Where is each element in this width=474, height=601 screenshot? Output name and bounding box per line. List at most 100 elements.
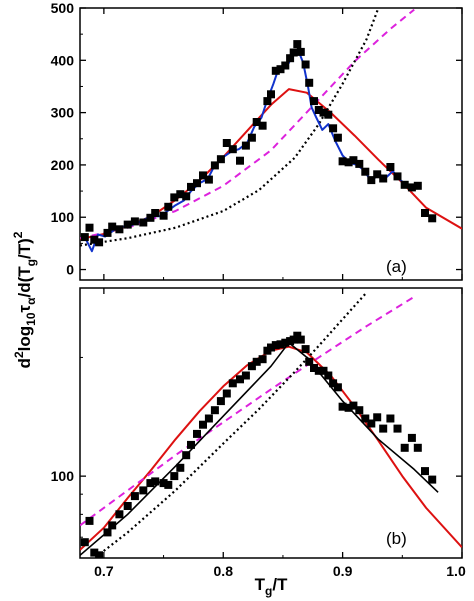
data-point bbox=[228, 145, 237, 154]
data-point bbox=[252, 357, 261, 366]
x-tick-label: 0.8 bbox=[214, 563, 234, 579]
data-point bbox=[216, 397, 225, 406]
y-tick-label: 100 bbox=[51, 468, 75, 484]
y-tick-label: 300 bbox=[51, 105, 75, 121]
data-point bbox=[108, 521, 117, 530]
panel-b-label: (b) bbox=[386, 529, 407, 548]
data-point bbox=[130, 492, 139, 501]
data-point bbox=[367, 176, 376, 185]
data-point bbox=[421, 467, 429, 476]
data-point bbox=[228, 379, 237, 388]
data-point bbox=[293, 40, 302, 49]
data-point bbox=[263, 97, 272, 106]
data-point bbox=[271, 341, 280, 350]
panel-b-frame bbox=[79, 287, 463, 559]
data-point bbox=[355, 159, 364, 168]
y-tick-label: 400 bbox=[51, 52, 75, 68]
data-point bbox=[413, 443, 422, 452]
data-point bbox=[247, 133, 256, 142]
series-line-dashed-magenta bbox=[80, 295, 415, 527]
data-point bbox=[216, 155, 225, 164]
data-point bbox=[344, 403, 353, 412]
data-point bbox=[182, 451, 191, 460]
data-point bbox=[361, 167, 370, 176]
data-point bbox=[199, 420, 207, 429]
data-point bbox=[355, 406, 364, 415]
data-point bbox=[373, 170, 382, 179]
data-point bbox=[333, 133, 342, 142]
xlabel-part-rest: /T bbox=[272, 575, 288, 594]
data-point bbox=[115, 510, 124, 519]
data-point bbox=[170, 472, 179, 481]
data-point bbox=[393, 172, 402, 181]
data-point bbox=[187, 440, 195, 449]
data-point bbox=[400, 443, 409, 452]
data-point bbox=[236, 156, 244, 165]
panel-a-plot-area bbox=[80, 8, 462, 253]
data-point bbox=[373, 413, 382, 422]
data-point bbox=[182, 192, 191, 201]
data-point bbox=[319, 108, 328, 117]
ylabel-part-div: /d(T bbox=[15, 266, 34, 298]
panel-a-frame bbox=[79, 7, 463, 281]
data-point bbox=[241, 141, 250, 150]
data-point bbox=[407, 183, 416, 192]
data-point bbox=[276, 65, 285, 74]
data-point bbox=[252, 118, 261, 126]
data-point bbox=[159, 479, 168, 488]
ylabel-part-sub2: α bbox=[24, 297, 38, 305]
xlabel-part-T: T bbox=[255, 575, 266, 594]
data-point bbox=[338, 402, 347, 411]
data-point bbox=[80, 538, 89, 547]
data-point bbox=[258, 355, 267, 364]
xlabel-part-sub: g bbox=[265, 584, 272, 598]
data-point bbox=[386, 414, 395, 423]
data-point bbox=[90, 548, 99, 557]
data-point bbox=[271, 66, 280, 75]
data-point bbox=[267, 90, 275, 99]
data-point bbox=[281, 338, 290, 347]
data-point bbox=[310, 97, 318, 106]
data-point bbox=[400, 180, 409, 189]
data-point bbox=[90, 235, 99, 244]
data-point bbox=[103, 528, 112, 537]
data-point bbox=[170, 193, 179, 202]
ylabel-part-tau: τ bbox=[15, 305, 34, 313]
data-point bbox=[301, 60, 310, 69]
data-point bbox=[428, 475, 437, 484]
y-tick-label: 0 bbox=[66, 262, 74, 278]
data-point bbox=[324, 110, 333, 119]
data-point bbox=[204, 175, 213, 184]
ylabel-part-paren: /T) bbox=[15, 238, 34, 259]
data-point bbox=[159, 211, 168, 220]
data-point bbox=[310, 364, 318, 372]
x-tick-label: 1.0 bbox=[446, 563, 466, 579]
data-point bbox=[329, 124, 338, 133]
data-point bbox=[407, 433, 416, 442]
data-point bbox=[139, 486, 148, 495]
data-point bbox=[276, 340, 285, 349]
data-point bbox=[289, 48, 298, 57]
data-point bbox=[361, 414, 370, 423]
data-point bbox=[115, 225, 124, 234]
ylabel-part-sub3: g bbox=[24, 259, 38, 266]
ylabel-part-d: d bbox=[15, 358, 34, 368]
data-point bbox=[103, 228, 112, 237]
data-point bbox=[210, 406, 219, 415]
data-point bbox=[95, 551, 104, 558]
data-point bbox=[338, 157, 347, 166]
data-point bbox=[324, 371, 333, 380]
data-point bbox=[85, 223, 94, 232]
data-point bbox=[236, 375, 244, 384]
data-point bbox=[301, 345, 310, 354]
data-point bbox=[193, 179, 201, 188]
ylabel-part-sub1: 10 bbox=[24, 312, 38, 326]
ylabel-part-sup1: 2 bbox=[12, 351, 26, 358]
data-point bbox=[421, 209, 429, 217]
data-point bbox=[344, 158, 353, 167]
data-point bbox=[319, 366, 328, 375]
data-point bbox=[428, 214, 437, 223]
data-point bbox=[314, 366, 323, 375]
data-point bbox=[210, 161, 219, 170]
